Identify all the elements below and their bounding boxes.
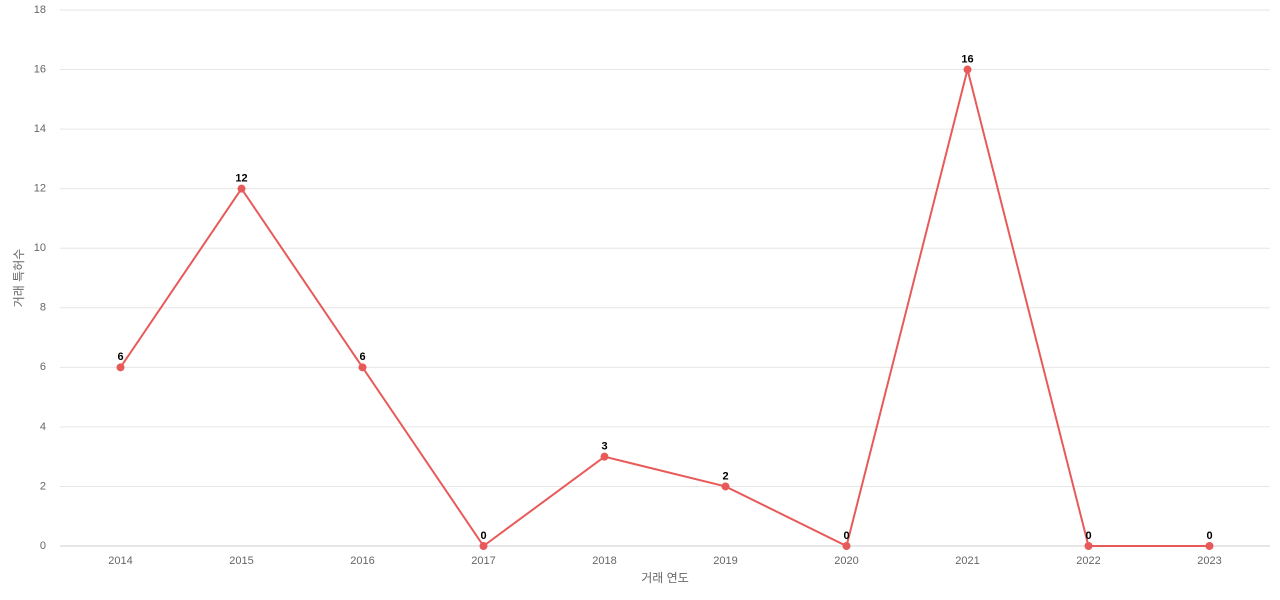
data-label: 6 bbox=[117, 351, 123, 363]
point bbox=[842, 542, 851, 550]
point bbox=[600, 452, 609, 461]
y-tick-label: 8 bbox=[40, 302, 46, 314]
x-tick-label: 2022 bbox=[1076, 555, 1100, 567]
y-tick-label: 18 bbox=[34, 4, 46, 16]
point bbox=[721, 482, 730, 491]
y-tick-label: 6 bbox=[40, 361, 46, 373]
x-tick-label: 2019 bbox=[713, 555, 737, 567]
data-label: 12 bbox=[235, 173, 247, 185]
data-label: 0 bbox=[480, 530, 486, 542]
point bbox=[237, 184, 246, 193]
x-tick-label: 2017 bbox=[471, 555, 495, 567]
y-tick-label: 10 bbox=[34, 242, 46, 254]
data-label: 3 bbox=[601, 441, 607, 453]
x-tick-label: 2015 bbox=[229, 555, 253, 567]
y-axis-label: 거래 특허수 bbox=[12, 249, 26, 308]
point bbox=[479, 542, 488, 550]
point bbox=[116, 363, 125, 372]
point bbox=[963, 65, 972, 74]
data-label: 0 bbox=[1085, 530, 1091, 542]
x-tick-label: 2020 bbox=[834, 555, 858, 567]
x-tick-label: 2023 bbox=[1197, 555, 1221, 567]
x-tick-label: 2016 bbox=[350, 555, 374, 567]
x-tick-label: 2018 bbox=[592, 555, 616, 567]
y-tick-label: 16 bbox=[34, 63, 46, 75]
data-label: 6 bbox=[359, 351, 365, 363]
y-tick-label: 4 bbox=[40, 421, 46, 433]
y-tick-label: 0 bbox=[40, 540, 46, 552]
y-tick-label: 12 bbox=[34, 183, 46, 195]
data-label: 0 bbox=[1206, 530, 1212, 542]
x-tick-label: 2021 bbox=[955, 555, 979, 567]
data-label: 0 bbox=[843, 530, 849, 542]
y-tick-label: 2 bbox=[40, 480, 46, 492]
y-tick-label: 14 bbox=[34, 123, 46, 135]
x-tick-label: 2014 bbox=[108, 555, 132, 567]
x-axis-label: 거래 연도 bbox=[641, 571, 689, 585]
data-label: 2 bbox=[722, 470, 728, 482]
point bbox=[1205, 542, 1214, 550]
point bbox=[358, 363, 367, 372]
point bbox=[1084, 542, 1093, 550]
line bbox=[119, 69, 1210, 548]
data-label: 16 bbox=[961, 53, 973, 65]
